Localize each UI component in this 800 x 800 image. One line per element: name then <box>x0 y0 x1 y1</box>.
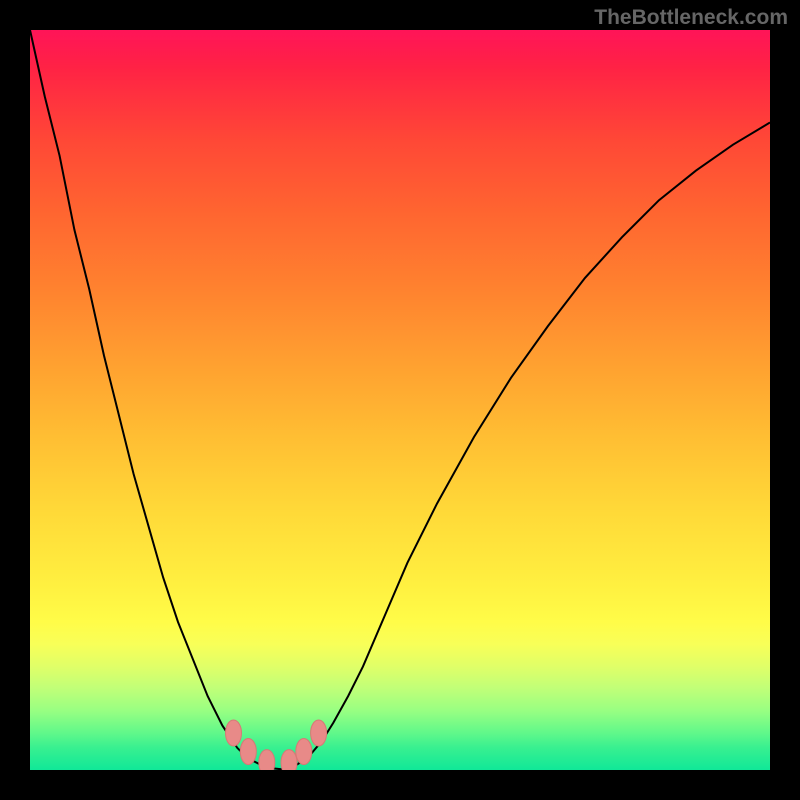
curve-marker <box>259 750 275 770</box>
watermark-text: TheBottleneck.com <box>594 6 788 30</box>
curve-marker <box>226 720 242 746</box>
chart-svg <box>30 30 770 770</box>
curve-marker <box>296 739 312 765</box>
curve-marker <box>281 750 297 770</box>
chart-area <box>30 30 770 770</box>
curve-marker <box>240 739 256 765</box>
curve-marker <box>311 720 327 746</box>
chart-background <box>30 30 770 770</box>
